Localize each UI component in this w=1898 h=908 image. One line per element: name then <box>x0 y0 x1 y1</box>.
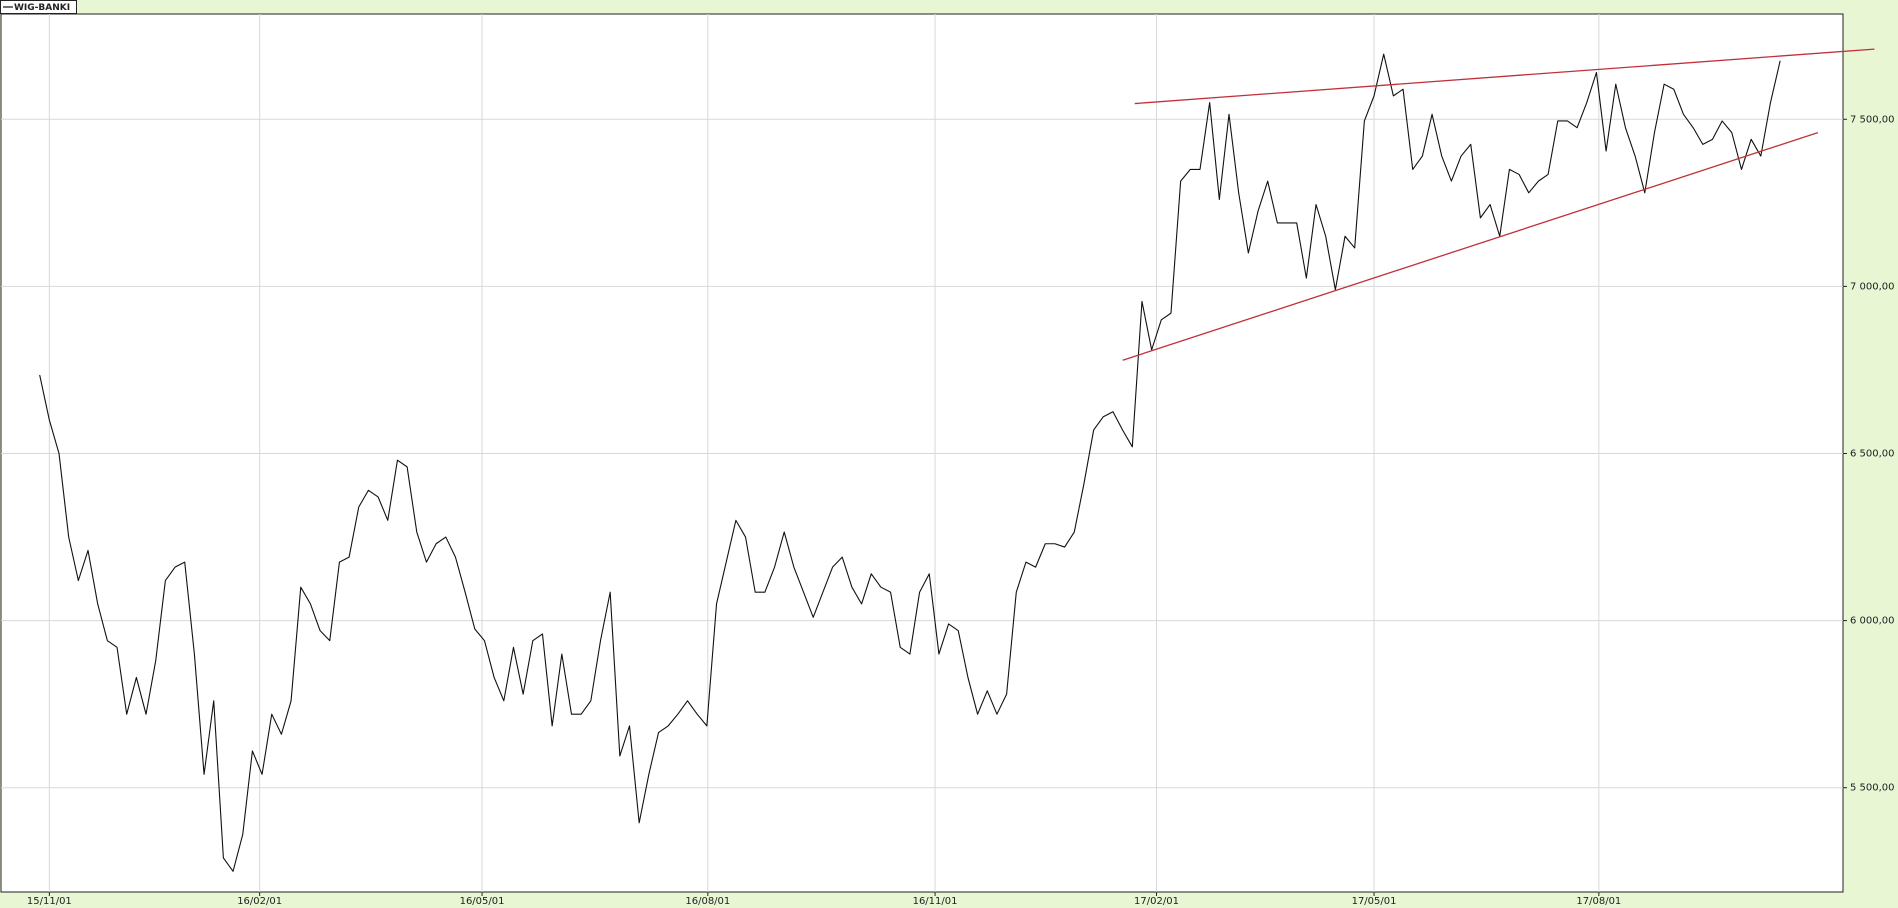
plot-area <box>0 13 1844 893</box>
x-tick-label: 17/05/01 <box>1352 896 1397 907</box>
x-tick-label: 16/02/01 <box>237 896 282 907</box>
x-tick-label: 15/11/01 <box>27 896 72 907</box>
y-tick-label: 6 500,00 <box>1850 449 1895 460</box>
legend: WIG-BANKI <box>0 0 77 14</box>
x-tick-label: 16/05/01 <box>460 896 505 907</box>
trend-line <box>1134 48 1875 105</box>
legend-label: WIG-BANKI <box>14 3 70 13</box>
series-line <box>39 53 1781 872</box>
legend-box <box>0 0 77 14</box>
y-tick-label: 6 000,00 <box>1850 616 1895 627</box>
y-tick-label: 7 500,00 <box>1850 114 1895 125</box>
y-tick-label: 7 000,00 <box>1850 281 1895 292</box>
y-tick-label: 5 500,00 <box>1850 783 1895 794</box>
x-tick-label: 17/08/01 <box>1576 896 1621 907</box>
x-tick-label: 16/11/01 <box>913 896 958 907</box>
x-tick-label: 16/08/01 <box>685 896 730 907</box>
trend-line <box>1122 132 1819 361</box>
x-tick-label: 17/02/01 <box>1134 896 1179 907</box>
